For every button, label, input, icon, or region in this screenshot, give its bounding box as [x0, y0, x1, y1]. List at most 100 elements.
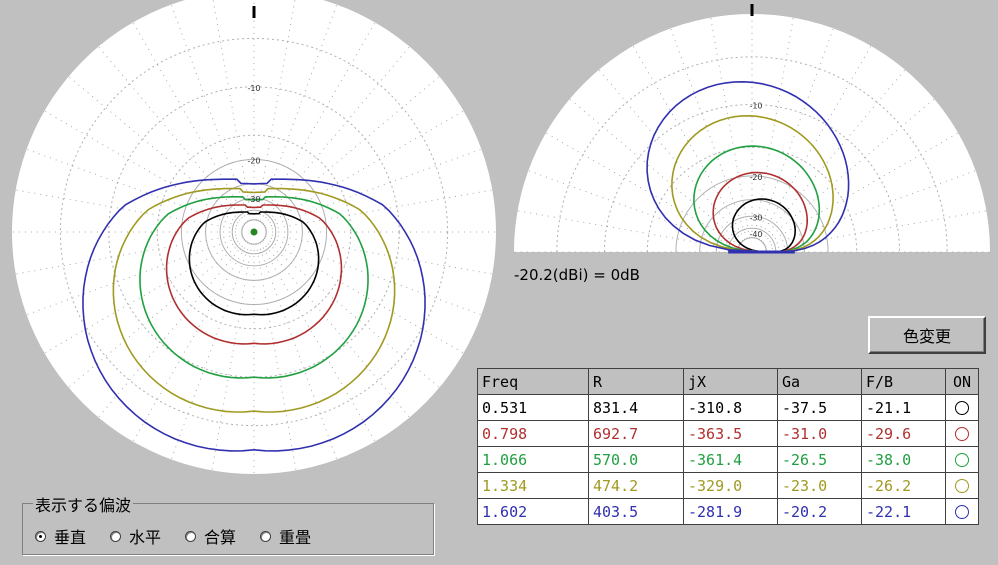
cell-r: 692.7	[588, 420, 684, 447]
grid-spoke	[15, 189, 243, 231]
cell-jx: -310.8	[683, 394, 778, 421]
radio-vertical-dot[interactable]	[35, 530, 46, 542]
cell-jx: -361.4	[683, 446, 778, 473]
grid-spoke	[753, 17, 794, 239]
cell-freq: 1.602	[477, 498, 589, 525]
grid-ring	[737, 237, 767, 253]
header-jx: jX	[683, 368, 778, 395]
radio-vertical-label: 垂直	[54, 528, 87, 547]
cell-fb: -26.2	[861, 472, 946, 499]
visibility-toggle-icon[interactable]	[955, 427, 969, 441]
elevation-curve	[646, 80, 850, 253]
header-fb: F/B	[861, 368, 946, 395]
grid-spoke	[132, 22, 249, 222]
ring-label: -10	[247, 84, 260, 93]
cell-on[interactable]	[945, 472, 979, 499]
radio-horizontal-dot[interactable]	[110, 530, 122, 542]
visibility-toggle-icon[interactable]	[955, 453, 969, 467]
cell-fb: -21.1	[861, 394, 946, 421]
radio-horizontal-label: 水平	[129, 528, 162, 547]
change-color-button[interactable]: 色変更	[868, 316, 986, 354]
table-row: 0.798 692.7 -363.5 -31.0 -29.6	[477, 420, 979, 447]
table-row: 1.066 570.0 -361.4 -26.5 -38.0	[477, 446, 979, 473]
cell-fb: -22.1	[861, 498, 946, 525]
pattern-curve	[112, 187, 396, 413]
elevation-curve	[693, 145, 821, 253]
cell-ga: -37.5	[777, 394, 862, 421]
radio-combined[interactable]: 合算	[185, 524, 236, 548]
cell-fb: -38.0	[861, 446, 946, 473]
elevation-plot-disc	[514, 14, 990, 252]
results-table: Freq R jX Ga F/B ON 0.531 831.4 -310.8 -37.…	[477, 368, 979, 525]
radio-overlay-dot[interactable]	[260, 530, 272, 542]
cell-jx: -281.9	[683, 498, 778, 525]
grid-spoke	[528, 170, 739, 248]
grid-spoke	[26, 148, 243, 229]
grid-ring	[219, 197, 289, 267]
radio-vertical[interactable]: 垂直	[35, 524, 86, 548]
grid-spoke	[68, 76, 246, 225]
ring-label: -10	[749, 101, 762, 110]
grid-spoke	[265, 189, 493, 231]
cell-fb: -29.6	[861, 420, 946, 447]
radio-horizontal[interactable]: 水平	[110, 524, 161, 548]
pattern-curve	[165, 204, 343, 345]
grid-ring	[715, 215, 789, 253]
grid-ring	[231, 209, 277, 255]
header-r: R	[588, 368, 684, 395]
cell-ga: -26.5	[777, 446, 862, 473]
table-row: 1.602 403.5 -281.9 -20.2 -22.1	[477, 498, 979, 525]
cell-jx: -363.5	[683, 420, 778, 447]
grid-spoke	[98, 240, 247, 418]
grid-spoke	[257, 243, 338, 460]
cell-on[interactable]	[945, 446, 979, 473]
grid-spoke	[262, 76, 440, 225]
north-tick	[750, 4, 754, 16]
grid-spoke	[264, 237, 464, 354]
grid-spoke	[261, 240, 410, 418]
cell-on[interactable]	[945, 420, 979, 447]
table-row: 0.531 831.4 -310.8 -37.5 -21.1	[477, 394, 979, 421]
grid-spoke	[15, 233, 243, 275]
grid-ring	[675, 175, 829, 253]
grid-spoke	[255, 243, 297, 471]
grid-spoke	[265, 235, 482, 316]
cell-freq: 0.531	[477, 394, 589, 421]
visibility-toggle-icon[interactable]	[955, 401, 969, 415]
elevation-curve	[671, 114, 834, 253]
feed-point-marker	[250, 228, 258, 236]
main-plot-disc	[12, 0, 496, 474]
visibility-toggle-icon[interactable]	[955, 479, 969, 493]
ring-label: -40	[749, 230, 762, 239]
grid-spoke	[264, 110, 464, 227]
grid-spoke	[569, 98, 742, 244]
header-freq: Freq	[477, 368, 589, 395]
cell-on[interactable]	[945, 498, 979, 525]
grid-spoke	[98, 46, 247, 224]
elevation-curve	[712, 171, 809, 253]
ring-label: -30	[749, 213, 762, 222]
grid-spoke	[211, 243, 253, 471]
elevation-curve	[731, 198, 797, 253]
cell-freq: 1.066	[477, 446, 589, 473]
ring-label: -20	[247, 156, 260, 165]
grid-spoke	[598, 69, 744, 242]
cell-ga: -23.0	[777, 472, 862, 499]
grid-spoke	[68, 239, 246, 388]
grid-spoke	[710, 17, 751, 239]
table-header-row: Freq R jX Ga F/B ON	[477, 368, 979, 395]
radio-combined-dot[interactable]	[185, 530, 197, 542]
grid-spoke	[212, 0, 253, 221]
radio-combined-label: 合算	[204, 528, 237, 547]
visibility-toggle-icon[interactable]	[955, 505, 969, 519]
reference-level-label: -20.2(dBi) = 0dB	[514, 266, 640, 284]
polarization-groupbox: 表示する偏波 垂直 水平 合算 重畳	[22, 492, 434, 555]
cell-freq: 1.334	[477, 472, 589, 499]
radio-overlay[interactable]: 重畳	[260, 524, 311, 548]
cell-on[interactable]	[945, 394, 979, 421]
pattern-curve	[139, 196, 369, 379]
elevation-polar-plot: -10 -20 -30 -40	[514, 4, 990, 254]
grid-spoke	[44, 237, 244, 354]
north-tick	[252, 6, 256, 18]
radio-overlay-label: 重畳	[279, 528, 312, 547]
